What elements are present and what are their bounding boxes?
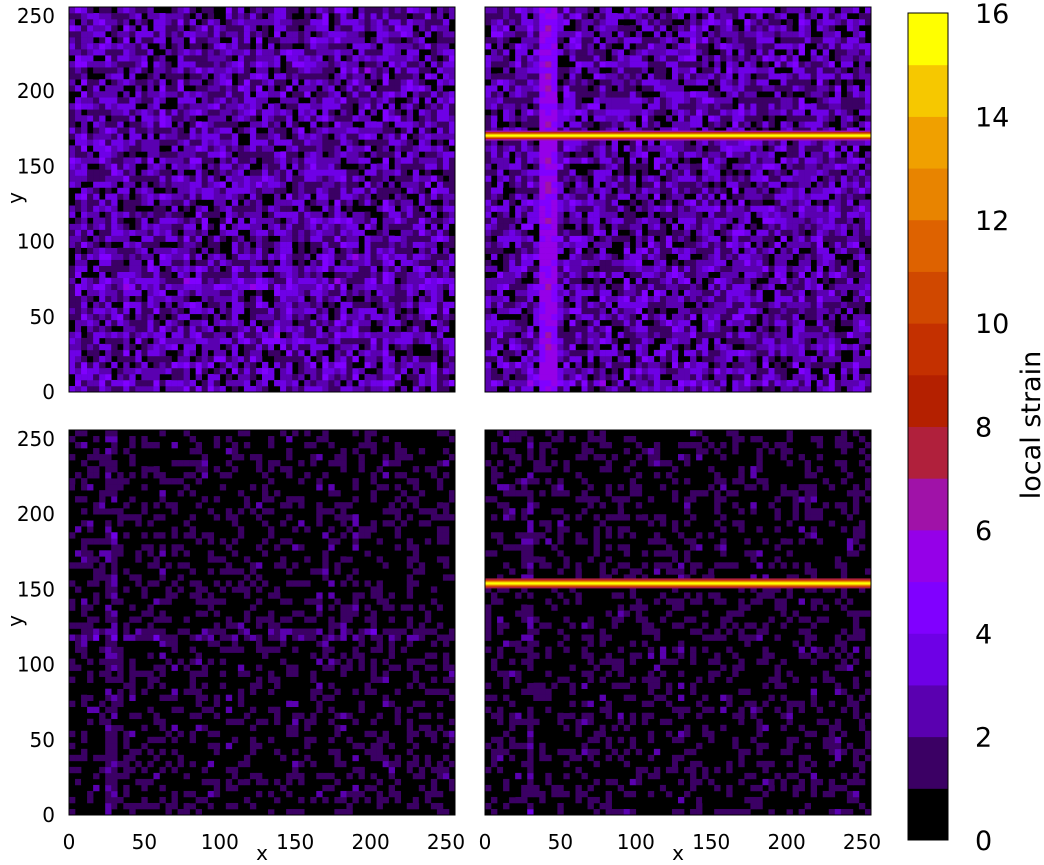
- x-tick-label: 0: [479, 830, 492, 854]
- x-tick-label: 0: [63, 830, 76, 854]
- y-tick-label: 150: [17, 577, 55, 601]
- x-tick-label: 200: [768, 830, 806, 854]
- panel-frame: [68, 429, 456, 816]
- panel-frame: [484, 6, 872, 393]
- y-tick-label: 250: [17, 4, 55, 28]
- colorbar-tick-label: 14: [975, 102, 1009, 133]
- heatmap-cells: [485, 430, 871, 815]
- heatmap-cells: [69, 7, 455, 392]
- colorbar-tick-label: 6: [975, 516, 992, 547]
- heatmap-panel-top-right: [484, 6, 872, 393]
- x-tick-label: 150: [692, 830, 730, 854]
- colorbar-tick-label: 8: [975, 413, 992, 444]
- colorbar-segment: [908, 581, 948, 634]
- colorbar-segment: [908, 529, 948, 583]
- colorbar-segment: [908, 788, 948, 841]
- colorbar-label: local strain: [1016, 351, 1044, 499]
- colorbar-tick-label: 10: [975, 309, 1009, 340]
- colorbar: 0 2 4 6 8 10 12 14 16: [907, 0, 1009, 857]
- colorbar-segment: [908, 271, 948, 324]
- y-tick-label: 150: [17, 154, 55, 178]
- heatmap-panel-top-left: 0 50 100 150 200 250: [17, 4, 456, 404]
- heatmap-cells: [69, 430, 455, 815]
- y-tick-label: 0: [42, 803, 55, 827]
- y-tick-label: 50: [30, 728, 55, 752]
- heatmap-cells: [485, 7, 871, 392]
- strain-band-0: [485, 578, 871, 589]
- y-axis-label-top: y: [3, 192, 27, 204]
- colorbar-segment: [908, 374, 948, 427]
- colorbar-segment: [908, 633, 948, 686]
- colorbar-segment: [908, 478, 948, 531]
- colorbar-segment: [908, 684, 948, 738]
- colorbar-tick-label: 12: [975, 206, 1009, 237]
- strain-band-0: [485, 130, 871, 141]
- x-tick-label: 100: [201, 830, 239, 854]
- y-axis-label-bottom: y: [3, 615, 27, 627]
- colorbar-segment: [908, 426, 948, 479]
- colorbar-tick-label: 2: [975, 723, 992, 754]
- colorbar-tick-label: 16: [975, 0, 1009, 30]
- x-tick-label: 200: [352, 830, 390, 854]
- colorbar-segment: [908, 168, 948, 221]
- panel-frame: [68, 6, 456, 393]
- y-tick-label: 50: [30, 305, 55, 329]
- heatmap-panel-bottom-right: 0 50 100 150 200 250: [479, 429, 881, 854]
- x-tick-label: 150: [276, 830, 314, 854]
- colorbar-segment: [908, 736, 948, 789]
- colorbar-segment: [908, 116, 948, 169]
- x-axis-label-right: x: [672, 841, 684, 865]
- y-tick-label: 0: [42, 380, 55, 404]
- x-tick-label: 250: [427, 830, 465, 854]
- colorbar-segment: [908, 323, 948, 376]
- colorbar-segment: [908, 219, 948, 272]
- colorbar-segment: [908, 64, 948, 117]
- panel-frame: [484, 429, 872, 816]
- y-tick-label: 250: [17, 427, 55, 451]
- x-tick-label: 50: [548, 830, 573, 854]
- x-tick-label: 250: [843, 830, 881, 854]
- y-tick-label: 200: [17, 79, 55, 103]
- colorbar-tick-label: 0: [975, 826, 992, 857]
- colorbar-segment: [908, 13, 948, 66]
- x-tick-label: 100: [617, 830, 655, 854]
- x-axis-label-left: x: [256, 841, 268, 865]
- y-tick-label: 100: [17, 653, 55, 677]
- x-tick-label: 50: [132, 830, 157, 854]
- y-tick-label: 200: [17, 502, 55, 526]
- colorbar-frame: [907, 12, 949, 841]
- colorbar-tick-label: 4: [975, 619, 992, 650]
- y-tick-label: 100: [17, 230, 55, 254]
- heatmap-panel-bottom-left: 0 50 100 150 200 250 0 50 100 150 200 250: [17, 427, 465, 854]
